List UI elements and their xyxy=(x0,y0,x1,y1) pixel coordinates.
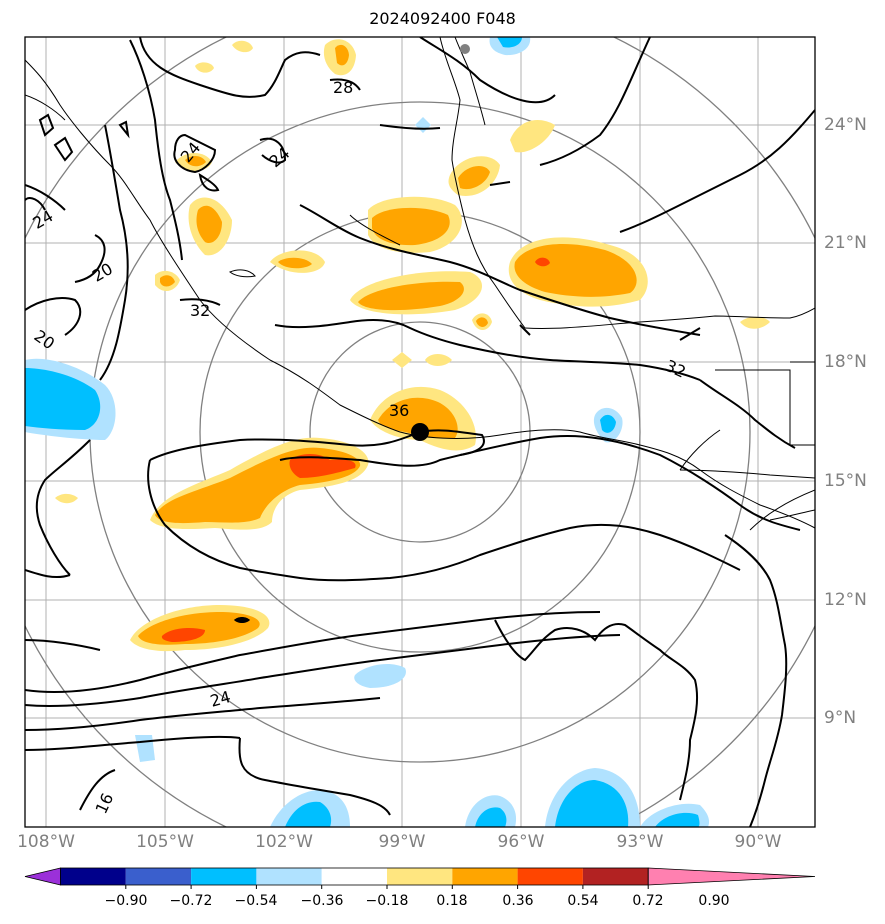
map-frame xyxy=(24,36,816,828)
contours xyxy=(25,37,815,827)
contour-label: 20 xyxy=(89,259,116,286)
colorbar-tick: −0.90 xyxy=(104,893,148,909)
lat-label: 24°N xyxy=(824,115,867,135)
contour-label: 28 xyxy=(333,78,353,97)
colorbar xyxy=(24,867,816,889)
lon-label: 90°W xyxy=(734,832,782,852)
colorbar-tick: −0.54 xyxy=(234,893,278,909)
map-title: 2024092400 F048 xyxy=(369,9,516,28)
lon-label: 105°W xyxy=(136,832,194,852)
colorbar-tick: −0.18 xyxy=(365,893,409,909)
contour-label: 32 xyxy=(190,301,210,320)
lon-label: 99°W xyxy=(378,832,426,852)
colorbar-tick: 0.54 xyxy=(567,893,599,909)
contour-label: 24 xyxy=(29,206,56,233)
colorbar-tick: 0.90 xyxy=(698,893,730,909)
colorbar-tick: −0.72 xyxy=(169,893,213,909)
colorbar-outline xyxy=(60,867,649,886)
lat-label: 21°N xyxy=(824,233,867,253)
colorbar-segment xyxy=(60,868,126,885)
contour-label: 36 xyxy=(389,401,409,420)
colorbar-extend-high xyxy=(647,867,816,886)
colorbar-segment xyxy=(452,868,518,885)
map-content xyxy=(25,37,815,827)
negative-shading xyxy=(25,37,710,827)
colorbar-segment xyxy=(191,868,257,885)
colorbar-extend-low xyxy=(24,867,61,886)
colorbar-segment xyxy=(582,868,649,885)
positive-shading xyxy=(55,39,770,652)
lat-label: 12°N xyxy=(824,590,867,610)
colorbar-segment xyxy=(321,868,387,885)
colorbar-tick: 0.72 xyxy=(632,893,664,909)
coastlines xyxy=(25,37,815,531)
lon-label: 102°W xyxy=(255,832,313,852)
colorbar-segment xyxy=(125,868,192,885)
contour-label: 20 xyxy=(31,326,59,353)
lon-label: 108°W xyxy=(17,832,75,852)
contour-label: 24 xyxy=(208,687,233,711)
contour-label: 16 xyxy=(92,790,118,816)
contour-label: 24 xyxy=(266,143,294,171)
lon-label: 96°W xyxy=(497,832,545,852)
storm-center-marker xyxy=(411,423,429,441)
contour-label: 32 xyxy=(662,356,688,382)
colorbar-tick: 0.36 xyxy=(502,893,534,909)
colorbar-tick: 0.18 xyxy=(436,893,468,909)
lat-label: 15°N xyxy=(824,471,867,491)
lat-label: 9°N xyxy=(824,708,857,728)
colorbar-segment xyxy=(517,868,583,885)
lat-label: 18°N xyxy=(824,352,867,372)
colorbar-segment xyxy=(387,868,453,885)
secondary-marker xyxy=(460,44,470,54)
colorbar-segment xyxy=(256,868,322,885)
colorbar-tick: −0.36 xyxy=(300,893,344,909)
lon-label: 93°W xyxy=(616,832,664,852)
